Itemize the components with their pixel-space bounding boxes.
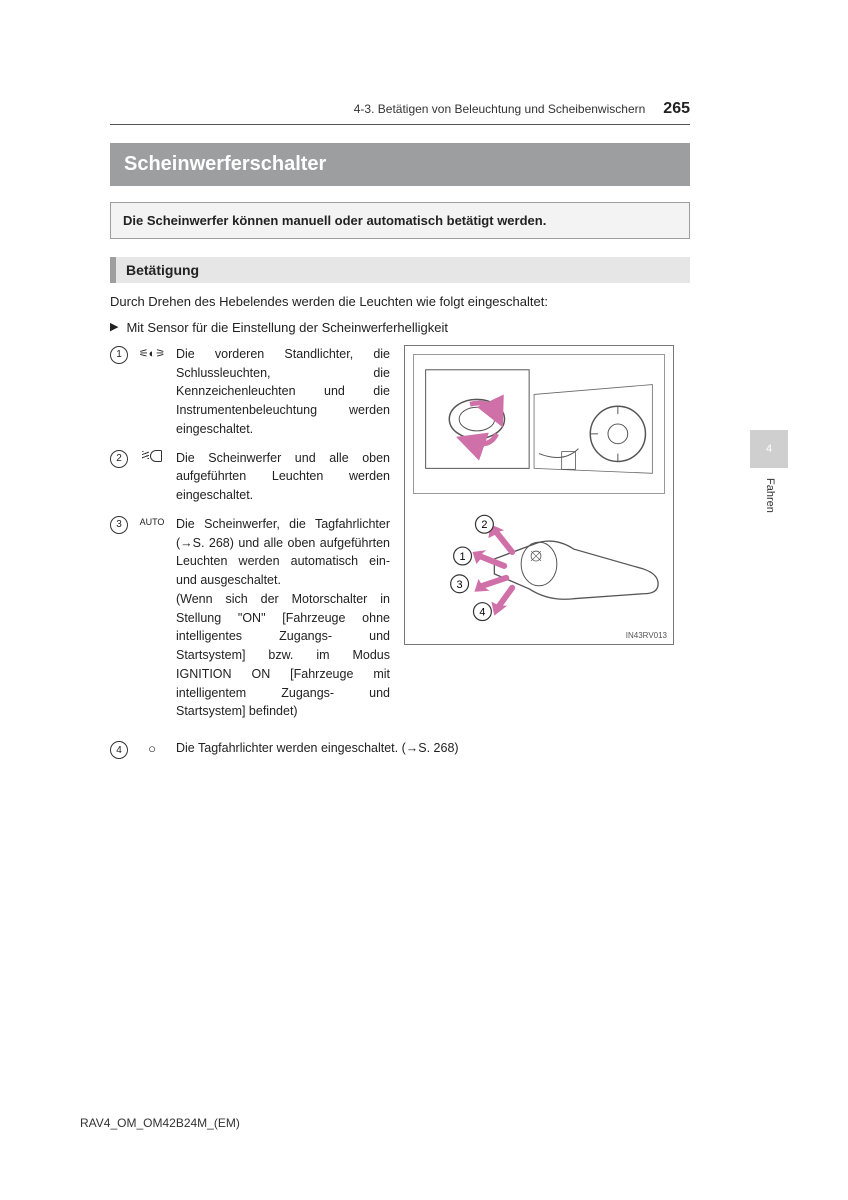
list-item: 4 ○ Die Tagfahrlichter werden eingeschal… <box>110 741 690 759</box>
item-text: Die Scheinwerfer, die Tagfahrlichter (→S… <box>176 515 390 721</box>
chapter-number: 4 <box>750 430 788 468</box>
page-header: 4-3. Betätigen von Beleuchtung und Schei… <box>110 100 690 125</box>
content-row: 1 ⚟◐⚞ Die vorderen Standlichter, die Sch… <box>110 345 690 731</box>
callout-4: 4 <box>473 603 491 621</box>
section-path: 4-3. Betätigen von Beleuchtung und Schei… <box>354 102 646 116</box>
item-text: Die Tagfahrlichter werden eingeschaltet.… <box>176 741 459 759</box>
dash-svg <box>414 355 664 493</box>
auto-label: AUTO <box>136 516 168 721</box>
left-column: 1 ⚟◐⚞ Die vorderen Standlichter, die Sch… <box>110 345 390 731</box>
parking-light-icon: ⚟◐⚞ <box>136 346 168 439</box>
intro-text: Durch Drehen des Hebelendes werden die L… <box>110 293 690 312</box>
callout-2: 2 <box>475 515 493 533</box>
dashboard-illustration <box>413 354 665 494</box>
item-text: Die vorderen Standlichter, die Schlussle… <box>176 345 390 439</box>
item-number: 3 <box>110 516 128 534</box>
list-item: 1 ⚟◐⚞ Die vorderen Standlichter, die Sch… <box>110 345 390 439</box>
page-title: Scheinwerferschalter <box>110 143 690 186</box>
intro-box: Die Scheinwerfer können manuell oder aut… <box>110 202 690 239</box>
headlight-icon-wrap <box>136 450 168 505</box>
stalk-illustration: 1 2 3 4 <box>405 494 673 624</box>
callout-1: 1 <box>454 547 472 565</box>
right-column: 1 2 3 4 IN43RV013 <box>404 345 674 731</box>
svg-text:4: 4 <box>479 606 485 618</box>
headlight-icon <box>142 450 162 462</box>
item-text: Die Scheinwerfer und alle oben aufgeführ… <box>176 449 390 505</box>
figure-box: 1 2 3 4 IN43RV013 <box>404 345 674 645</box>
footer-code: RAV4_OM_OM42B24M_(EM) <box>80 1116 240 1130</box>
page-number: 265 <box>663 100 690 118</box>
svg-text:3: 3 <box>457 579 463 591</box>
bullet-row: ▶ Mit Sensor für die Einstellung der Sch… <box>110 320 690 335</box>
list-item: 2 Die Scheinwerfer und alle oben aufgefü… <box>110 449 390 505</box>
chapter-label: Fahren <box>764 478 776 513</box>
item-number: 1 <box>110 346 128 364</box>
off-icon: ○ <box>136 741 168 759</box>
svg-text:1: 1 <box>460 551 466 563</box>
figure-code: IN43RV013 <box>626 631 667 640</box>
item-number: 2 <box>110 450 128 468</box>
chapter-tab: 4 Fahren <box>750 430 788 513</box>
callout-3: 3 <box>451 575 469 593</box>
manual-page: 4-3. Betätigen von Beleuchtung und Schei… <box>110 100 690 759</box>
item-number: 4 <box>110 741 128 759</box>
sub-header: Betätigung <box>110 257 690 283</box>
bullet-icon: ▶ <box>110 320 118 335</box>
list-item: 3 AUTO Die Scheinwerfer, die Tagfahrlich… <box>110 515 390 721</box>
svg-text:2: 2 <box>481 519 487 531</box>
bullet-text: Mit Sensor für die Einstellung der Schei… <box>126 320 448 335</box>
